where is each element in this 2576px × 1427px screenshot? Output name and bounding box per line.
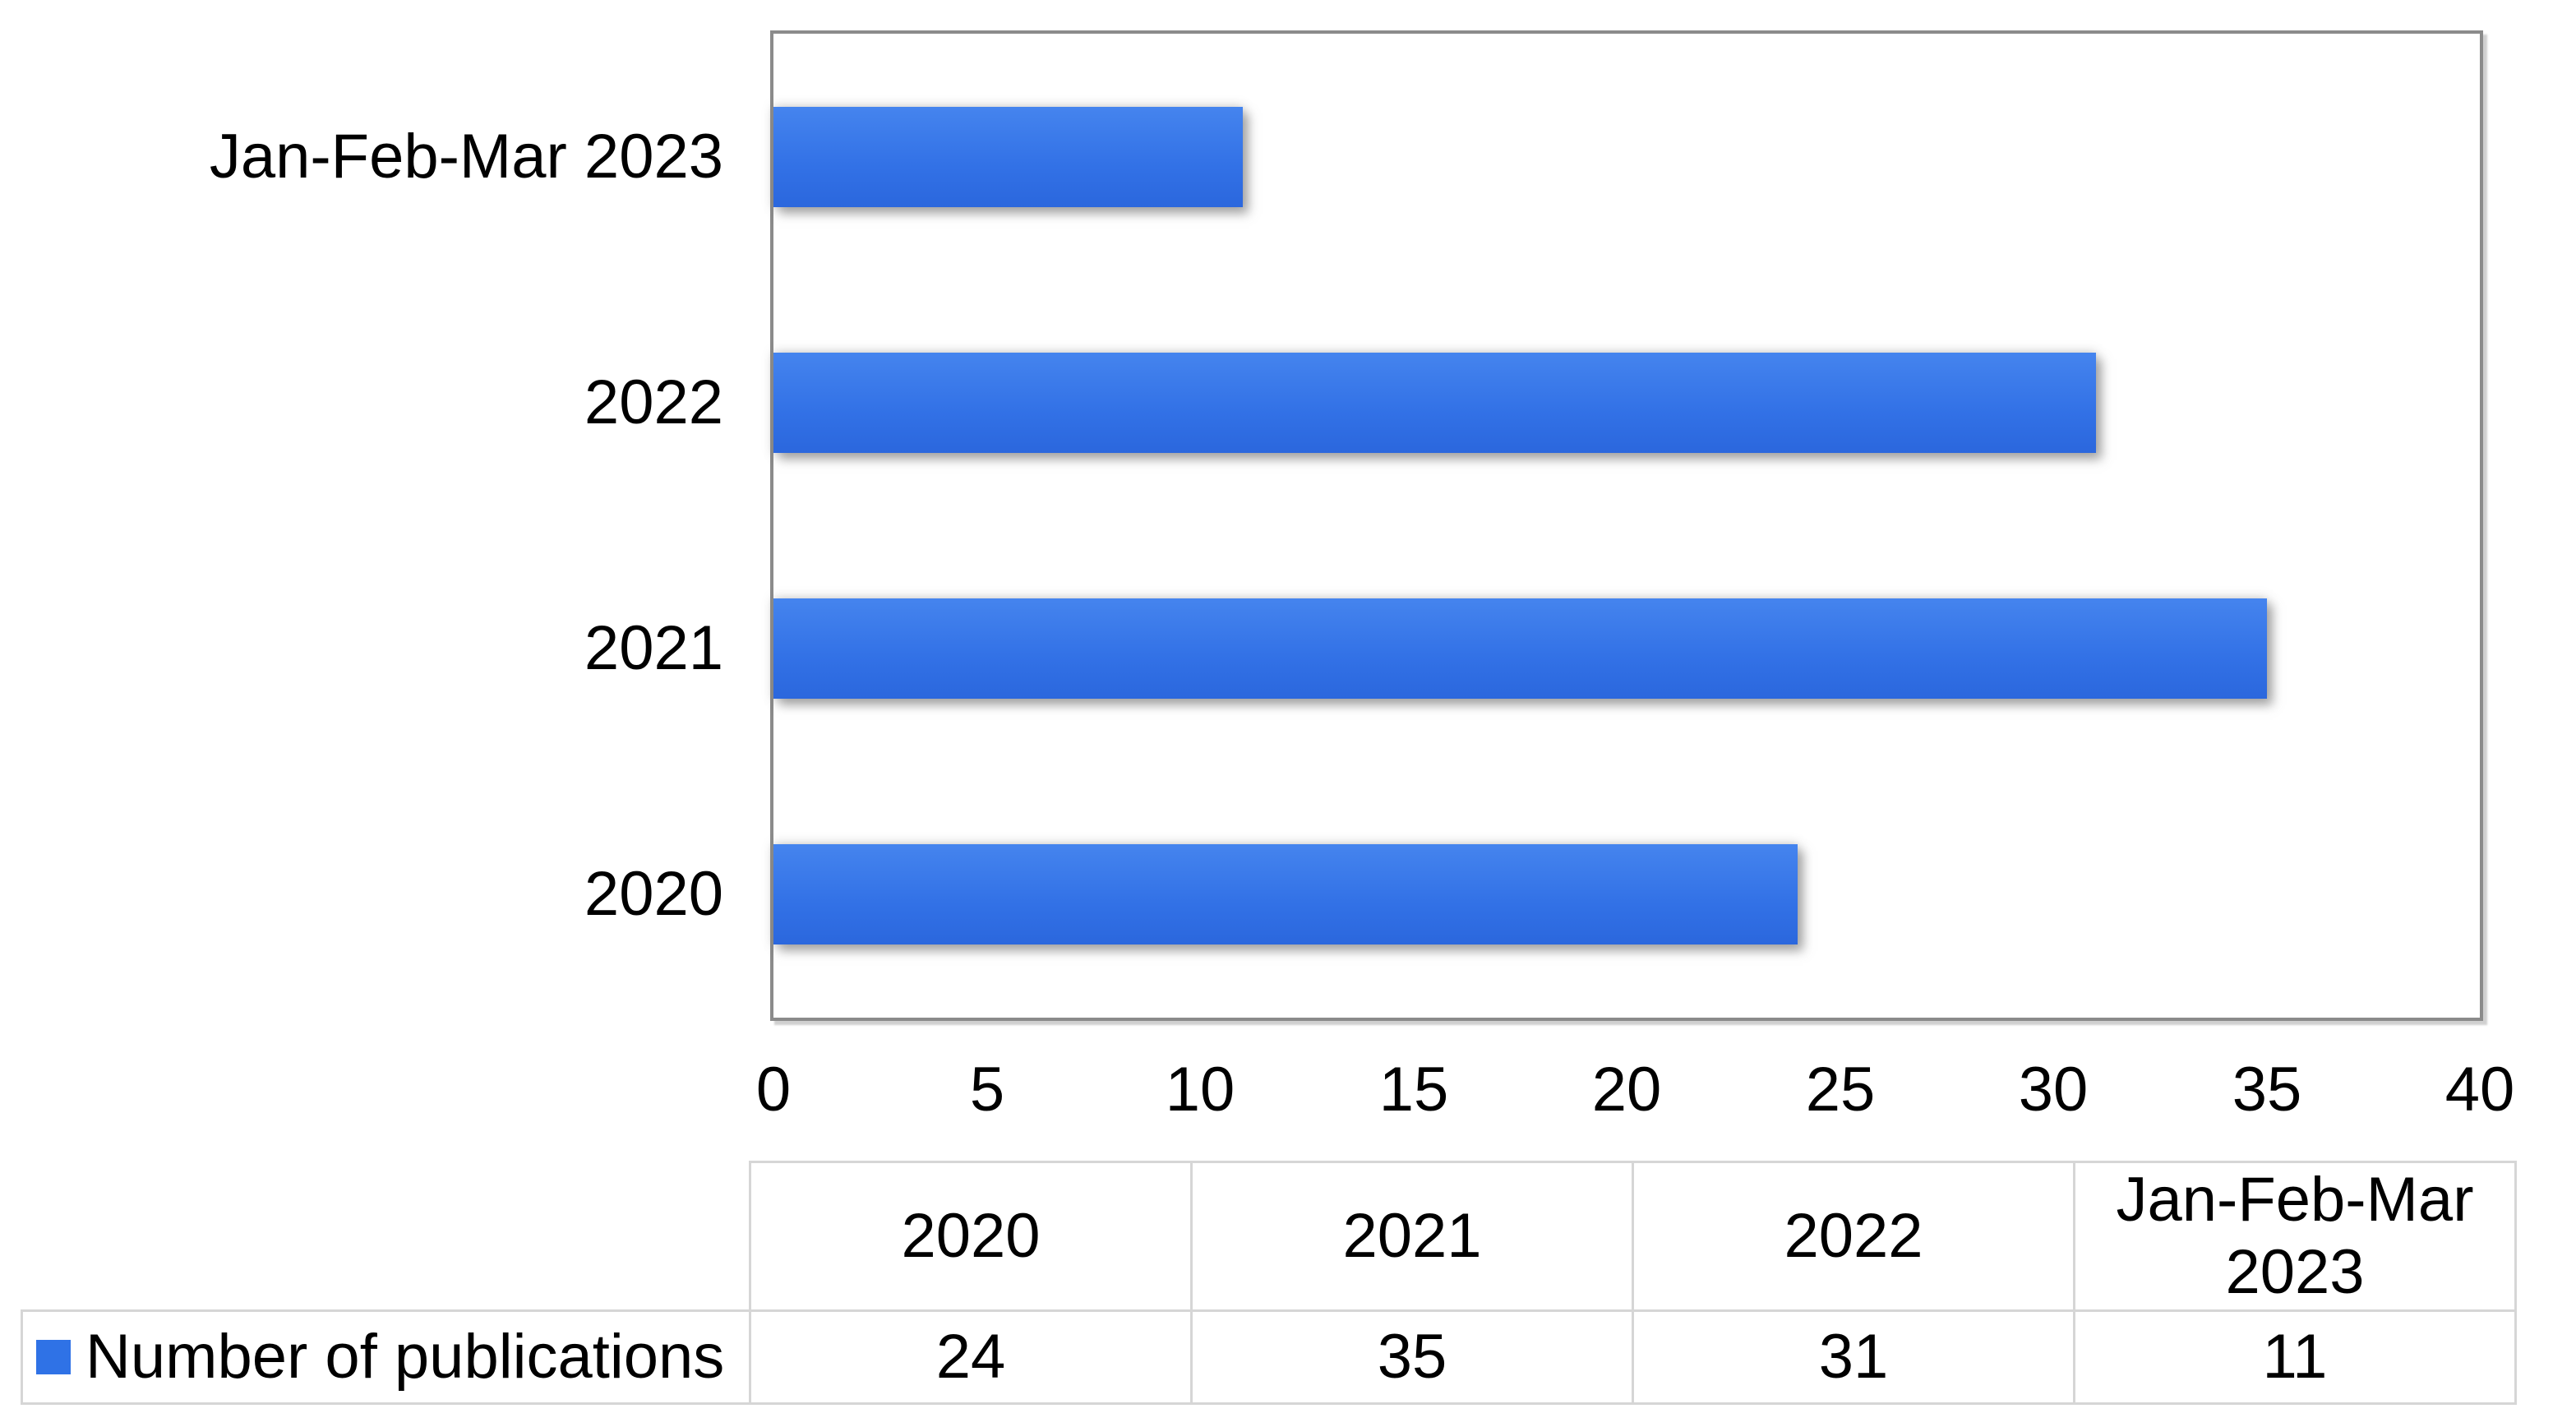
table-header-jan-feb-mar-2023: Jan-Feb-Mar 2023: [2073, 1161, 2517, 1312]
x-axis-tick-5: 5: [969, 1055, 1005, 1125]
x-axis-tick-25: 25: [1805, 1055, 1876, 1125]
table-corner-cell: [22, 1162, 750, 1311]
y-axis-label-2021: 2021: [584, 613, 723, 683]
x-axis-tick-20: 20: [1591, 1055, 1662, 1125]
x-axis-tick-35: 35: [2232, 1055, 2302, 1125]
bar-2020: [773, 844, 1798, 944]
bar-2021: [773, 598, 2267, 699]
table-value-jan-feb-mar-2023: 11: [2073, 1309, 2517, 1405]
x-axis-tick-40: 40: [2444, 1055, 2515, 1125]
table-value-2021: 35: [1190, 1309, 1634, 1405]
table-header-2020: 2020: [749, 1161, 1193, 1312]
x-axis-tick-0: 0: [755, 1055, 792, 1125]
table-value-2020: 24: [749, 1309, 1193, 1405]
x-axis-tick-10: 10: [1165, 1055, 1235, 1125]
table-header-2022: 2022: [1632, 1161, 2075, 1312]
y-axis-label-2020: 2020: [584, 859, 723, 929]
x-axis-tick-30: 30: [2018, 1055, 2089, 1125]
bar-jan-feb-mar-2023: [773, 107, 1243, 207]
table-header-2021: 2021: [1190, 1161, 1634, 1312]
legend-series-label: Number of publications: [85, 1322, 725, 1392]
y-axis-label-jan-feb-mar-2023: Jan-Feb-Mar 2023: [209, 122, 723, 192]
plot-area: [770, 30, 2483, 1021]
bar-2022: [773, 353, 2096, 453]
legend-marker-icon: [36, 1340, 71, 1374]
chart-data-table: 2020 2021 2022 Jan-Feb-Mar 2023 Number o…: [21, 1161, 2517, 1405]
x-axis-tick-15: 15: [1378, 1055, 1449, 1125]
table-value-2022: 31: [1632, 1309, 2075, 1405]
legend-cell: Number of publications: [21, 1309, 751, 1405]
y-axis-label-2022: 2022: [584, 367, 723, 437]
